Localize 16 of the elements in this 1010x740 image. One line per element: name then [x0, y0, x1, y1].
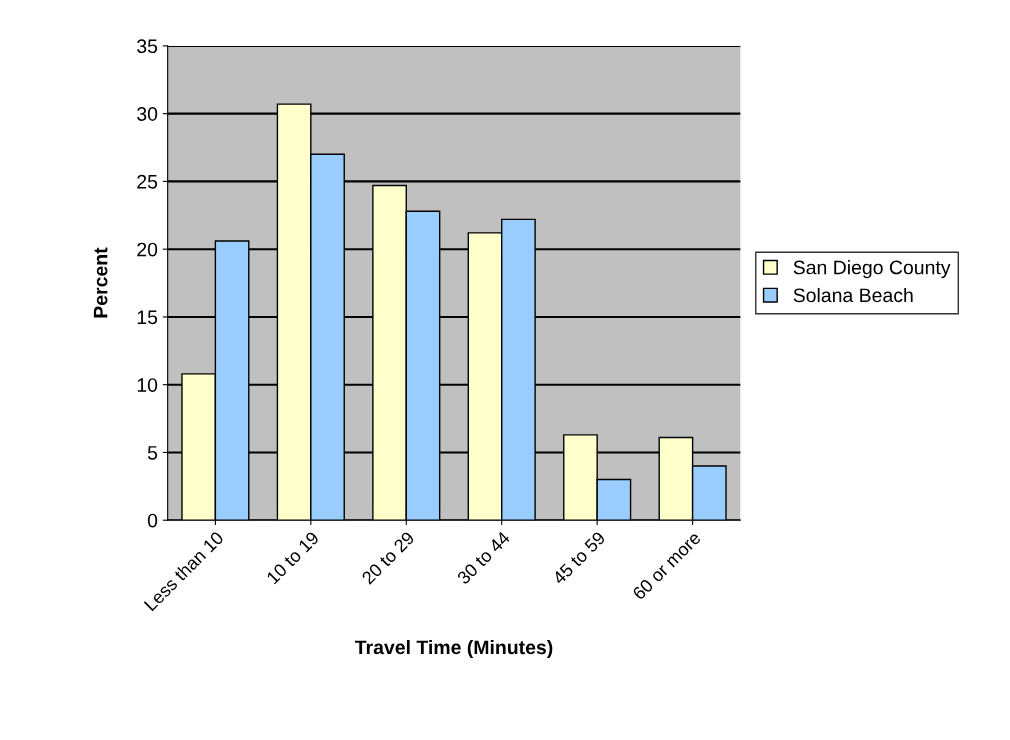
- x-tick-label: 45 to 59: [551, 530, 606, 586]
- y-tick-label: 20: [137, 242, 158, 257]
- legend-label: Solana Beach: [793, 287, 913, 303]
- x-tick-label: 30 to 44: [456, 530, 511, 585]
- legend-label: San Diego County: [793, 260, 951, 279]
- y-tick-label: 15: [137, 310, 158, 325]
- y-tick-label: 5: [147, 446, 158, 460]
- y-tick-label: 35: [137, 39, 158, 54]
- x-tick-label: 10 to 19: [266, 530, 320, 585]
- y-tick-label: 25: [137, 174, 158, 189]
- y-axis-title: Percent: [93, 247, 108, 318]
- x-tick-label: 20 to 29: [361, 530, 416, 585]
- y-tick-label: 10: [137, 378, 158, 392]
- y-tick-label: 0: [147, 513, 158, 528]
- y-tick-label: 30: [137, 107, 158, 121]
- x-axis-title: Travel Time (Minutes): [354, 639, 553, 659]
